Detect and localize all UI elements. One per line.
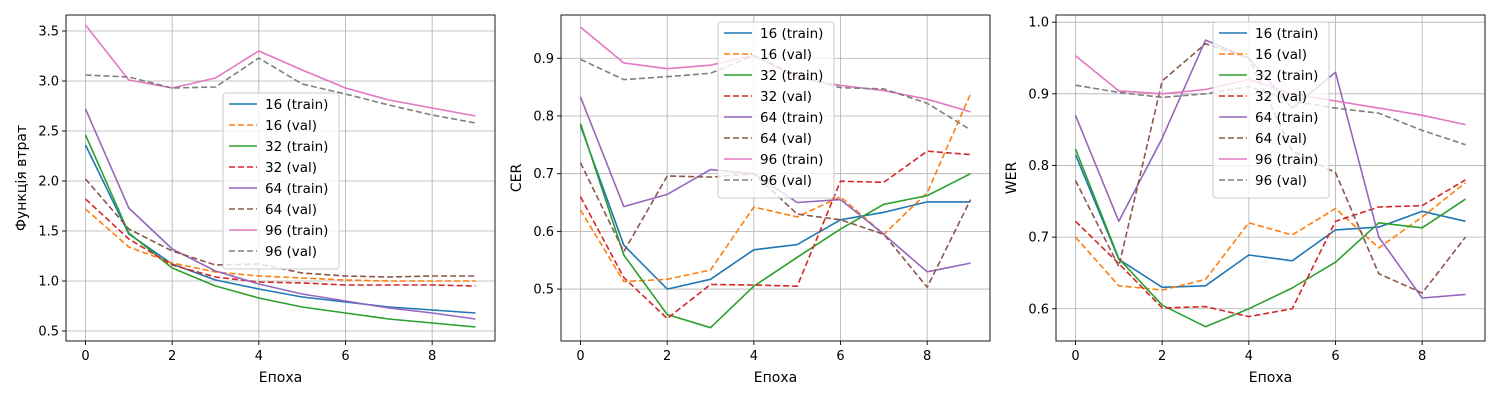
legend-label: 16 (train) bbox=[1255, 26, 1318, 42]
series-line-16-train bbox=[1074, 154, 1466, 289]
x-tick-label: 2 bbox=[168, 349, 176, 364]
series-line-64-train bbox=[84, 108, 476, 320]
x-axis-label: Епоха bbox=[1249, 370, 1292, 386]
series-line-32-train bbox=[579, 123, 971, 329]
legend-box bbox=[222, 92, 340, 270]
series-line-32-train bbox=[84, 134, 476, 328]
legend-label: 64 (val) bbox=[265, 202, 317, 218]
x-tick-label: 4 bbox=[750, 349, 758, 364]
legend-label: 32 (val) bbox=[1255, 89, 1307, 105]
series-line-32-val bbox=[84, 198, 476, 287]
legend-label: 96 (train) bbox=[1255, 152, 1318, 168]
y-tick-label: 0.9 bbox=[1028, 87, 1049, 102]
y-tick-label: 0.8 bbox=[1028, 159, 1049, 174]
legend-label: 16 (train) bbox=[760, 26, 823, 42]
legend-label: 32 (train) bbox=[1255, 68, 1318, 84]
axes-frame bbox=[560, 14, 991, 342]
axes-frame bbox=[1055, 14, 1486, 342]
legend-box bbox=[717, 21, 835, 199]
x-tick-label: 6 bbox=[1331, 349, 1339, 364]
series-line-96-val bbox=[85, 57, 476, 124]
x-axis-label: Епоха bbox=[259, 370, 302, 386]
legend-label: 64 (val) bbox=[760, 131, 812, 147]
x-tick-label: 4 bbox=[1245, 349, 1253, 364]
chart-panel-0: 0 2 4 6 8 0.5 1.0 1.5 2.0 2.5 3.0 3.5 Епоха Функція в… bbox=[14, 14, 496, 386]
y-tick-label: 0.9 bbox=[533, 52, 554, 67]
y-tick-label: 2.0 bbox=[38, 175, 59, 190]
x-tick-label: 2 bbox=[663, 349, 671, 364]
legend-label: 96 (val) bbox=[265, 244, 317, 260]
legend-label: 32 (val) bbox=[265, 160, 317, 176]
series-line-16-val bbox=[1074, 182, 1466, 291]
legend-label: 16 (val) bbox=[760, 47, 812, 63]
series-line-16-train bbox=[579, 125, 971, 290]
legend-label: 96 (train) bbox=[265, 223, 328, 239]
y-tick-label: 1.5 bbox=[38, 225, 59, 240]
series-group bbox=[1074, 39, 1467, 328]
legend-label: 96 (val) bbox=[760, 173, 812, 189]
y-tick-label: 2.5 bbox=[38, 125, 59, 140]
x-tick-label: 0 bbox=[576, 349, 584, 364]
series-line-16-train bbox=[84, 144, 476, 314]
series-line-16-val bbox=[84, 208, 476, 282]
legend-label: 96 (val) bbox=[1255, 173, 1307, 189]
legend-label: 32 (train) bbox=[760, 68, 823, 84]
legend-label: 16 (train) bbox=[265, 97, 328, 113]
series-line-64-val bbox=[1074, 42, 1467, 294]
y-tick-label: 0.6 bbox=[533, 225, 554, 240]
y-tick-label: 0.5 bbox=[38, 325, 59, 340]
y-tick-label: 1.0 bbox=[38, 275, 59, 290]
legend: 16 (train) 16 (val) 32 (train) 32 (val) 64 (… bbox=[717, 21, 835, 199]
series-line-32-val bbox=[1074, 179, 1466, 318]
y-tick-label: 0.5 bbox=[533, 283, 554, 298]
legend-label: 64 (train) bbox=[1255, 110, 1318, 126]
x-tick-label: 2 bbox=[1158, 349, 1166, 364]
legend-label: 64 (train) bbox=[265, 181, 328, 197]
x-tick-label: 6 bbox=[341, 349, 349, 364]
series-line-32-val bbox=[579, 150, 971, 320]
legend: 16 (train) 16 (val) 32 (train) 32 (val) 64 (… bbox=[1212, 21, 1330, 199]
legend: 16 (train) 16 (val) 32 (train) 32 (val) 64 (… bbox=[222, 92, 340, 270]
legend-box bbox=[1212, 21, 1330, 199]
y-tick-label: 1.0 bbox=[1028, 16, 1049, 31]
axes-frame bbox=[65, 14, 496, 342]
legend-label: 64 (val) bbox=[1255, 131, 1307, 147]
x-tick-label: 0 bbox=[1071, 349, 1079, 364]
series-group bbox=[579, 26, 972, 329]
legend-label: 32 (train) bbox=[265, 139, 328, 155]
legend-label: 16 (val) bbox=[265, 118, 317, 134]
legend-label: 64 (train) bbox=[760, 110, 823, 126]
x-tick-label: 6 bbox=[836, 349, 844, 364]
series-line-96-val bbox=[1075, 84, 1466, 146]
series-line-32-train bbox=[1074, 148, 1466, 328]
legend-label: 16 (val) bbox=[1255, 47, 1307, 63]
y-tick-label: 0.8 bbox=[533, 109, 554, 124]
legend-label: 32 (val) bbox=[760, 89, 812, 105]
y-tick-label: 0.7 bbox=[533, 167, 554, 182]
y-tick-label: 3.0 bbox=[38, 75, 59, 90]
x-tick-label: 8 bbox=[428, 349, 436, 364]
x-tick-label: 4 bbox=[255, 349, 263, 364]
series-line-96-train bbox=[84, 24, 476, 117]
x-tick-label: 8 bbox=[923, 349, 931, 364]
y-tick-label: 3.5 bbox=[38, 25, 59, 40]
y-axis-label: CER bbox=[509, 164, 525, 193]
x-tick-label: 8 bbox=[1418, 349, 1426, 364]
x-axis-label: Епоха bbox=[754, 370, 797, 386]
x-tick-label: 0 bbox=[81, 349, 89, 364]
y-axis-label: WER bbox=[1004, 162, 1020, 195]
y-tick-label: 0.7 bbox=[1028, 231, 1049, 246]
y-axis-label: Функція втрат bbox=[14, 125, 30, 231]
series-line-16-val bbox=[579, 93, 972, 283]
legend-label: 96 (train) bbox=[760, 152, 823, 168]
y-tick-label: 0.6 bbox=[1028, 302, 1049, 317]
